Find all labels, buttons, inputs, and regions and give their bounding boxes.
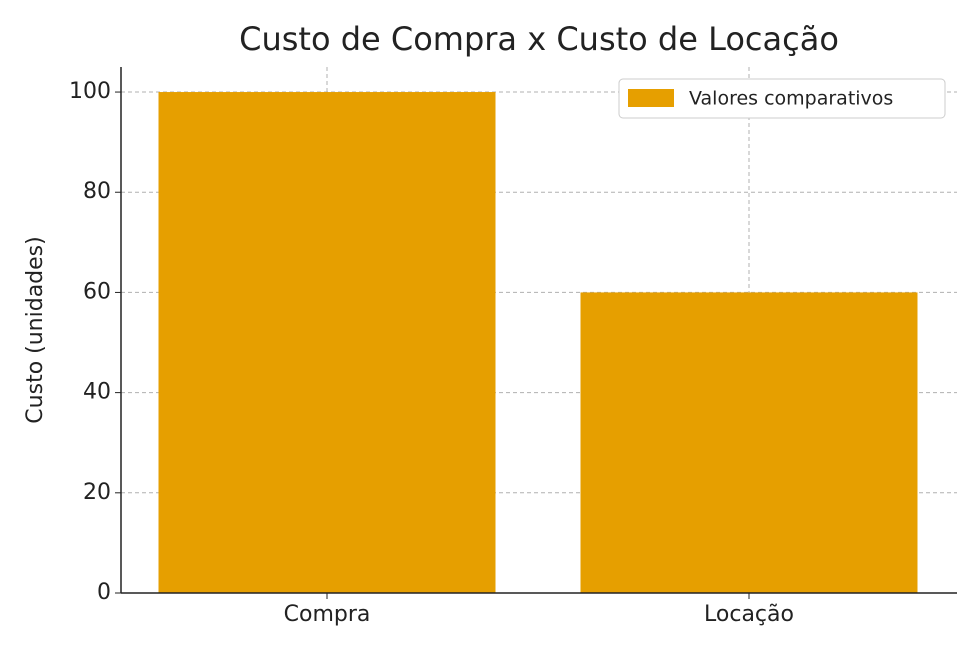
bar xyxy=(580,292,918,593)
y-tick-label: 60 xyxy=(83,279,111,304)
chart-title: Custo de Compra x Custo de Locação xyxy=(239,20,839,58)
y-tick-label: 0 xyxy=(97,580,111,605)
legend-swatch xyxy=(628,89,674,107)
y-tick-label: 20 xyxy=(83,480,111,505)
legend-frame xyxy=(618,78,946,119)
legend: Valores comparativos xyxy=(618,78,946,119)
y-tick-label: 100 xyxy=(69,79,111,104)
y-tick-label: 80 xyxy=(83,179,111,204)
bar xyxy=(158,92,496,594)
legend-label: Valores comparativos xyxy=(689,88,893,110)
y-tick-label: 40 xyxy=(83,380,111,405)
x-tick-label: Locação xyxy=(704,602,794,627)
x-tick-label: Compra xyxy=(284,602,371,627)
y-axis-label: Custo (unidades) xyxy=(23,236,48,423)
